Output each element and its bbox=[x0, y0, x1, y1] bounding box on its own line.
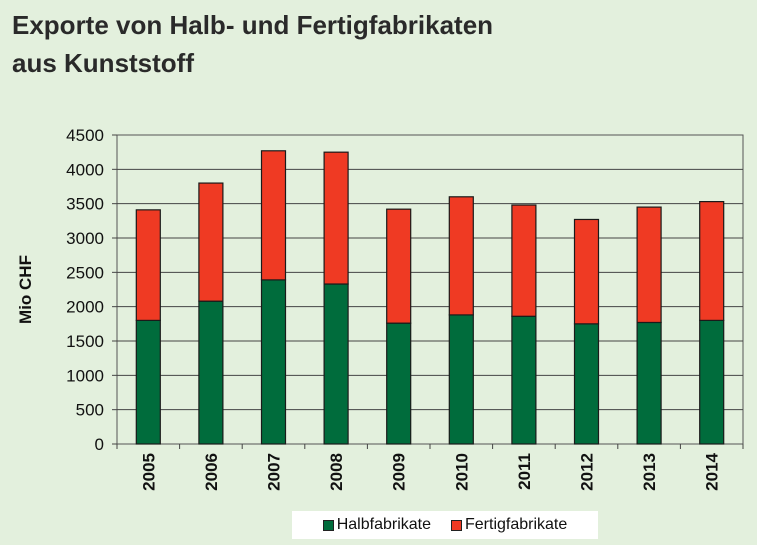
bar-fertigfabrikate-2006 bbox=[198, 182, 224, 302]
y-tick-label: 1500 bbox=[66, 332, 104, 351]
chart-title-line-1: Exporte von Halb- und Fertigfabrikaten bbox=[12, 10, 494, 40]
bar-fertigfabrikate-2012 bbox=[573, 218, 600, 325]
y-axis-label: Mio CHF bbox=[16, 255, 35, 324]
y-tick-label: 4500 bbox=[66, 126, 104, 145]
y-tick-label: 2500 bbox=[66, 263, 104, 282]
x-tick-labels: 2005 2006 2007 2008 2009 2010 2011 2012 2013 2014 bbox=[139, 452, 721, 490]
x-tick-label-2005: 2005 bbox=[139, 453, 158, 491]
bar-halbfabrikate-2011 bbox=[511, 315, 537, 445]
bar-fertigfabrikate-2010 bbox=[448, 196, 474, 316]
x-tick-label-2011: 2011 bbox=[515, 453, 534, 490]
y-tick-label: 500 bbox=[76, 401, 104, 420]
bar-fertigfabrikate-2008 bbox=[323, 151, 349, 285]
legend-label-halbfabrikate: Halbfabrikate bbox=[336, 516, 431, 533]
bar-halbfabrikate-2010 bbox=[448, 314, 474, 445]
y-tick-label: 4000 bbox=[66, 160, 104, 179]
x-tick-label-2006: 2006 bbox=[202, 453, 221, 491]
legend-item-halbfabrikate: Halbfabrikate bbox=[322, 516, 431, 534]
legend-swatch-fertigfabrikate bbox=[451, 519, 462, 531]
bar-halbfabrikate-2005 bbox=[135, 319, 161, 445]
y-tick-label: 0 bbox=[95, 435, 104, 454]
bar-halbfabrikate-2013 bbox=[636, 321, 662, 445]
x-tick-label-2007: 2007 bbox=[265, 453, 284, 491]
legend: Halbfabrikate Fertigfabrikate bbox=[292, 511, 598, 539]
bar-halbfabrikate-2009 bbox=[386, 322, 412, 445]
x-tick-label-2010: 2010 bbox=[452, 453, 471, 491]
bar-fertigfabrikate-2011 bbox=[511, 204, 537, 317]
bar-fertigfabrikate-2014 bbox=[699, 201, 725, 322]
x-tick-label-2014: 2014 bbox=[703, 452, 722, 490]
y-tick-label: 3500 bbox=[66, 195, 104, 214]
bar-halbfabrikate-2007 bbox=[260, 279, 287, 445]
bars bbox=[135, 150, 725, 445]
bar-halbfabrikate-2008 bbox=[323, 283, 349, 445]
bar-fertigfabrikate-2007 bbox=[260, 150, 287, 281]
legend-swatch-halbfabrikate bbox=[322, 519, 334, 531]
y-tick-label: 1000 bbox=[66, 366, 104, 385]
x-tick-label-2013: 2013 bbox=[640, 453, 659, 491]
chart-title-line-2: aus Kunststoff bbox=[12, 48, 194, 78]
chart-title: Exporte von Halb- und Fertigfabrikaten a… bbox=[12, 6, 493, 82]
legend-item-fertigfabrikate: Fertigfabrikate bbox=[451, 516, 567, 534]
x-tick-label-2009: 2009 bbox=[390, 453, 409, 491]
x-tick-label-2012: 2012 bbox=[578, 453, 597, 491]
y-tick-labels: 0 500 1000 1500 2000 2500 3000 3500 4000 4500 bbox=[66, 126, 104, 454]
y-tick-label: 2000 bbox=[66, 298, 104, 317]
bar-halbfabrikate-2012 bbox=[573, 323, 600, 445]
bar-halbfabrikate-2014 bbox=[699, 319, 725, 445]
y-tick-label: 3000 bbox=[66, 229, 104, 248]
bar-fertigfabrikate-2005 bbox=[135, 209, 161, 322]
legend-label-fertigfabrikate: Fertigfabrikate bbox=[465, 516, 568, 533]
bar-fertigfabrikate-2013 bbox=[636, 206, 662, 324]
bar-fertigfabrikate-2009 bbox=[386, 208, 412, 324]
bar-halbfabrikate-2006 bbox=[198, 300, 224, 445]
x-tick-label-2008: 2008 bbox=[327, 453, 346, 491]
